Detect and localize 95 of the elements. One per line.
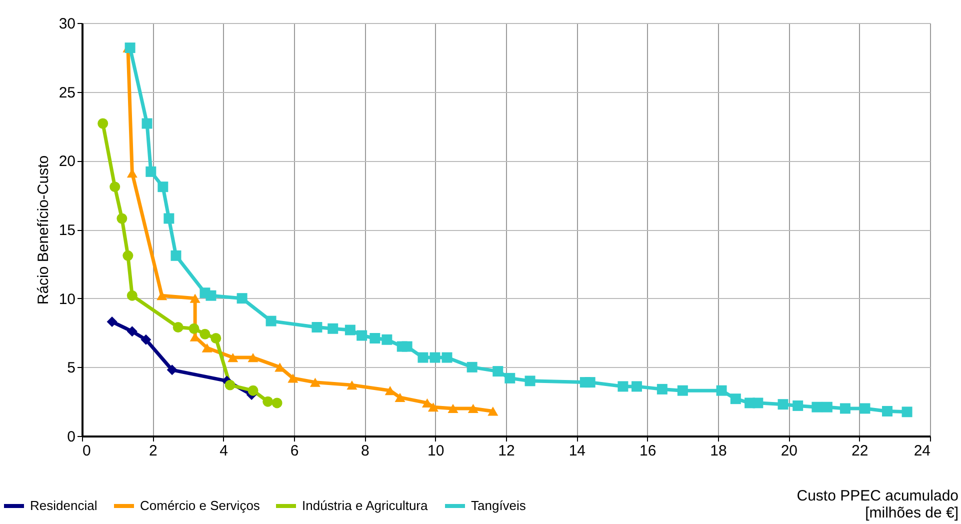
point — [384, 386, 396, 396]
point — [730, 394, 741, 404]
point — [266, 316, 276, 326]
point — [504, 372, 516, 384]
point — [190, 294, 200, 303]
y-tick-label: 25 — [58, 84, 76, 102]
point — [140, 334, 152, 345]
point — [200, 328, 210, 340]
point — [156, 291, 168, 300]
point — [110, 182, 120, 192]
point — [466, 362, 478, 372]
point — [822, 402, 832, 412]
point — [792, 400, 804, 411]
point — [224, 380, 236, 390]
point — [656, 384, 668, 394]
x-tick-label: 0 — [82, 442, 91, 460]
point — [272, 398, 282, 408]
point — [172, 322, 184, 332]
point — [98, 118, 108, 129]
y-tick-label: 0 — [67, 428, 76, 446]
point — [382, 334, 392, 345]
legend-label: Indústria e Agricultura — [302, 498, 429, 513]
point — [146, 166, 156, 177]
point — [716, 385, 727, 396]
point — [206, 290, 216, 301]
point — [812, 402, 822, 412]
point — [228, 352, 238, 362]
point — [142, 118, 152, 129]
point — [126, 326, 138, 337]
legend-label: Residencial — [30, 498, 98, 513]
x-tick-label: 12 — [498, 442, 515, 460]
point — [202, 343, 212, 352]
x-tick-label: 24 — [914, 442, 930, 460]
point — [188, 323, 200, 334]
point — [488, 406, 498, 416]
x-tick-label: 18 — [710, 442, 727, 460]
point — [106, 316, 118, 327]
point — [126, 290, 138, 301]
point — [346, 380, 358, 390]
y-tick-label: 20 — [58, 153, 76, 170]
point — [430, 352, 440, 363]
point — [328, 323, 338, 334]
y-tick-label: 5 — [67, 360, 76, 377]
point — [468, 404, 478, 414]
point — [344, 324, 356, 336]
point — [210, 333, 222, 344]
x-tick-label: 8 — [360, 442, 370, 460]
point — [840, 403, 850, 414]
point — [428, 402, 438, 412]
point — [310, 378, 320, 387]
point — [492, 366, 504, 377]
point — [370, 333, 380, 344]
x-tick-label: 2 — [148, 442, 158, 460]
x-axis-title: Custo PPEC acumulado [milhões de €] — [796, 488, 958, 522]
point — [158, 182, 168, 192]
point — [902, 406, 912, 418]
point — [882, 406, 892, 416]
point — [288, 374, 298, 383]
point — [448, 404, 458, 414]
point — [122, 250, 134, 261]
point — [170, 250, 182, 261]
legend-label: Comércio e Serviços — [140, 498, 260, 513]
x-tick-label: 16 — [639, 442, 656, 460]
point — [778, 399, 788, 410]
legend-label: Tangíveis — [471, 498, 526, 513]
x-tick-label: 4 — [220, 442, 228, 460]
point — [248, 352, 258, 362]
point — [631, 381, 642, 392]
point — [312, 322, 322, 332]
point — [618, 381, 628, 392]
point — [356, 330, 368, 341]
point — [164, 213, 174, 224]
x-tick-label: 20 — [780, 442, 798, 460]
y-tick-label: 15 — [58, 222, 76, 239]
point — [860, 403, 870, 414]
point — [677, 385, 688, 396]
point — [402, 341, 412, 352]
point — [116, 213, 128, 224]
point — [418, 352, 428, 363]
point — [236, 293, 248, 304]
point — [752, 398, 764, 408]
point — [442, 352, 452, 363]
point — [248, 385, 258, 396]
y-axis-title: Rácio Benefício-Custo — [34, 155, 52, 305]
x-tick-label: 10 — [427, 442, 444, 460]
point — [262, 396, 274, 407]
point — [584, 377, 596, 388]
y-tick-label: 10 — [58, 290, 76, 308]
point — [394, 392, 406, 402]
point — [524, 376, 536, 386]
x-tick-label: 14 — [568, 442, 586, 460]
y-tick-label: 30 — [58, 16, 76, 32]
point — [166, 364, 178, 376]
x-tick-label: 6 — [290, 442, 299, 460]
x-tick-label: 22 — [851, 442, 868, 460]
